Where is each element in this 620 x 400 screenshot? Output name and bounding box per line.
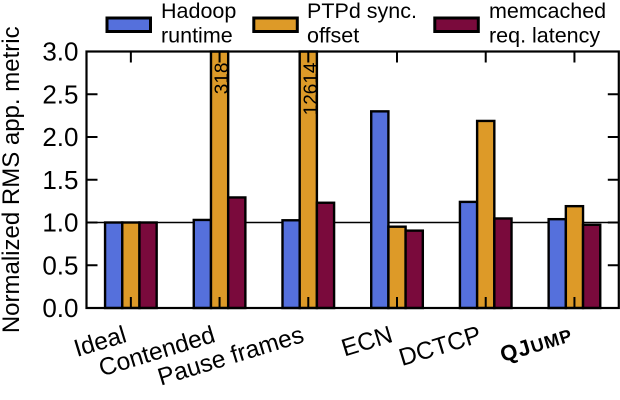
svg-text:0.0: 0.0	[42, 293, 78, 323]
svg-text:12614: 12614	[301, 62, 322, 115]
svg-text:1.0: 1.0	[42, 208, 78, 238]
svg-text:0.5: 0.5	[42, 250, 78, 280]
svg-text:1.5: 1.5	[42, 165, 78, 195]
svg-text:318: 318	[212, 63, 233, 95]
svg-text:2.5: 2.5	[42, 79, 78, 109]
svg-text:2.0: 2.0	[42, 122, 78, 152]
svg-text:offset: offset	[307, 24, 359, 48]
svg-text:3.0: 3.0	[42, 37, 78, 67]
svg-text:Normalized RMS app. metric: Normalized RMS app. metric	[0, 26, 25, 333]
svg-text:PTPd sync.: PTPd sync.	[307, 0, 417, 23]
svg-text:memcached: memcached	[489, 0, 606, 23]
svg-text:runtime: runtime	[161, 24, 233, 48]
svg-text:req. latency: req. latency	[489, 24, 600, 48]
svg-text:Hadoop: Hadoop	[161, 0, 236, 23]
